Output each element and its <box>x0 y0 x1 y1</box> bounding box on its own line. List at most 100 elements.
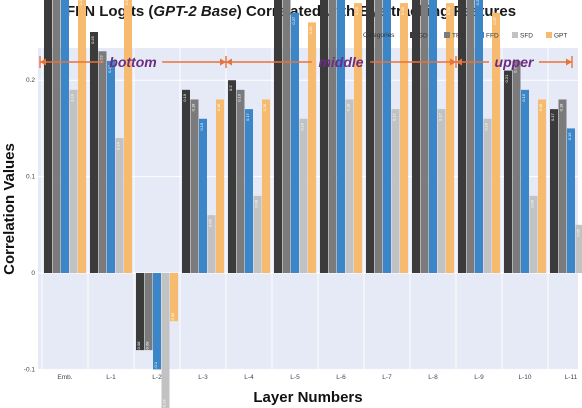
bar-gd <box>182 89 190 273</box>
arrowhead-right <box>220 58 226 66</box>
bar-value-label: 0.17 <box>392 112 397 121</box>
x-tick-label: L-3 <box>198 374 208 381</box>
bar-value-label: 0.22 <box>107 64 112 73</box>
x-tick-label: L-9 <box>474 374 484 381</box>
bar-value-label: 0.28 <box>354 6 359 15</box>
bar-trt <box>420 0 429 274</box>
bar-value-label: 0.18 <box>346 103 351 112</box>
y-ticks: -0.100.10.20.3 <box>24 77 36 373</box>
bar-value-label: 0.22 <box>513 64 518 73</box>
bar-value-label: 0.17 <box>550 112 555 121</box>
bar-sfd <box>161 273 170 408</box>
x-tick-label: L-10 <box>518 374 531 381</box>
bar-sfd <box>437 109 446 274</box>
bar-ffd <box>567 128 575 273</box>
bar-ffd <box>521 89 529 273</box>
legend-label-trt: TRT <box>452 33 465 40</box>
bar-gpt <box>400 3 408 274</box>
bar-sfd <box>299 118 308 273</box>
bar-gpt <box>170 273 178 322</box>
x-tick-label: Emb. <box>57 374 72 381</box>
legend-swatch-sfd <box>512 32 518 38</box>
bars <box>44 0 582 408</box>
bar-sfd <box>529 195 538 273</box>
bar-gpt <box>308 22 316 273</box>
bar-value-label: 0.27 <box>492 16 497 25</box>
bar-gd <box>136 273 144 351</box>
bar-value-label: 0.29 <box>78 0 83 5</box>
bar-value-label: 0.19 <box>521 93 526 102</box>
bar-value-label: 0.14 <box>116 141 121 150</box>
arrowhead-left <box>40 58 46 66</box>
bar-value-label: 0.26 <box>308 26 313 35</box>
bar-sfd <box>483 118 492 273</box>
bar-value-label: 0.19 <box>182 93 187 102</box>
bar-sfd <box>345 99 354 273</box>
bar-sfd <box>253 195 262 273</box>
bar-gpt <box>538 99 546 273</box>
y-tick-label: 0.1 <box>26 174 35 181</box>
bar-value-label: -0.14 <box>162 399 167 408</box>
bar-gd <box>90 32 98 273</box>
bar-trt <box>512 60 521 273</box>
legend-label-gpt: GPT <box>554 33 567 40</box>
bar-ffd <box>107 60 115 273</box>
bar-value-label: -0.08 <box>136 341 141 351</box>
bar-value-label: 0.18 <box>216 103 221 112</box>
bar-trt <box>328 0 337 274</box>
bar-value-label: 0.06 <box>208 218 213 227</box>
bar-sfd <box>69 89 78 273</box>
bar-gd <box>274 0 282 274</box>
bar-value-label: 0.18 <box>262 103 267 112</box>
y-tick-label: 0 <box>31 270 35 277</box>
bar-trt <box>374 0 383 274</box>
bar-sfd <box>207 215 216 273</box>
arrowhead-left <box>226 58 232 66</box>
bar-gpt <box>492 12 500 273</box>
legend-swatch-gpt <box>546 32 552 38</box>
legend-label-sfd: SFD <box>520 33 533 40</box>
bar-value-label: 0.21 <box>504 74 509 83</box>
x-axis-title: Layer Numbers <box>253 389 362 406</box>
x-tick-label: L-2 <box>152 374 162 381</box>
legend-swatch-gd <box>410 32 416 38</box>
bar-sfd <box>391 109 400 274</box>
legend-label-gd: GD <box>418 33 428 40</box>
bar-gd <box>366 0 374 273</box>
bar-gd <box>550 109 558 274</box>
legend-swatch-ffd <box>478 32 484 38</box>
bar-ffd <box>199 118 207 273</box>
bar-value-label: 0.28 <box>446 6 451 15</box>
bar-gpt <box>354 3 362 274</box>
bar-value-label: 0.18 <box>191 103 196 112</box>
bar-value-label: 0.17 <box>245 112 250 121</box>
y-tick-label: -0.1 <box>24 366 36 373</box>
bar-gd <box>44 0 52 274</box>
bar-trt <box>190 99 199 273</box>
bar-ffd <box>475 0 483 273</box>
bar-trt <box>52 0 61 274</box>
bar-value-label: 0.19 <box>70 93 75 102</box>
legend-swatch-trt <box>444 32 450 38</box>
bar-trt <box>98 51 107 273</box>
value-labels: 0.340.360.320.190.290.250.230.220.140.29… <box>70 0 581 408</box>
bar-value-label: 0.18 <box>559 103 564 112</box>
annotations: bottom middle upper <box>39 54 573 70</box>
bar-value-label: 0.08 <box>530 199 535 208</box>
bar-gd <box>412 0 420 273</box>
bar-gd <box>458 0 466 273</box>
bar-value-label: -0.08 <box>145 341 150 351</box>
arrowhead-left <box>456 58 462 66</box>
legend-title: Categories <box>363 32 395 39</box>
bar-trt <box>282 0 291 274</box>
bar-value-label: 0.16 <box>199 122 204 131</box>
bar-ffd <box>291 12 299 273</box>
bar-value-label: 0.28 <box>400 6 405 15</box>
bar-value-label: 0.23 <box>99 55 104 64</box>
bar-value-label: 0.19 <box>237 93 242 102</box>
arrowhead-right <box>450 58 456 66</box>
region-label-middle: middle <box>318 54 363 70</box>
bar-value-label: 0.05 <box>576 228 581 237</box>
bar-trt <box>236 89 245 273</box>
bar-ffd <box>61 0 69 274</box>
